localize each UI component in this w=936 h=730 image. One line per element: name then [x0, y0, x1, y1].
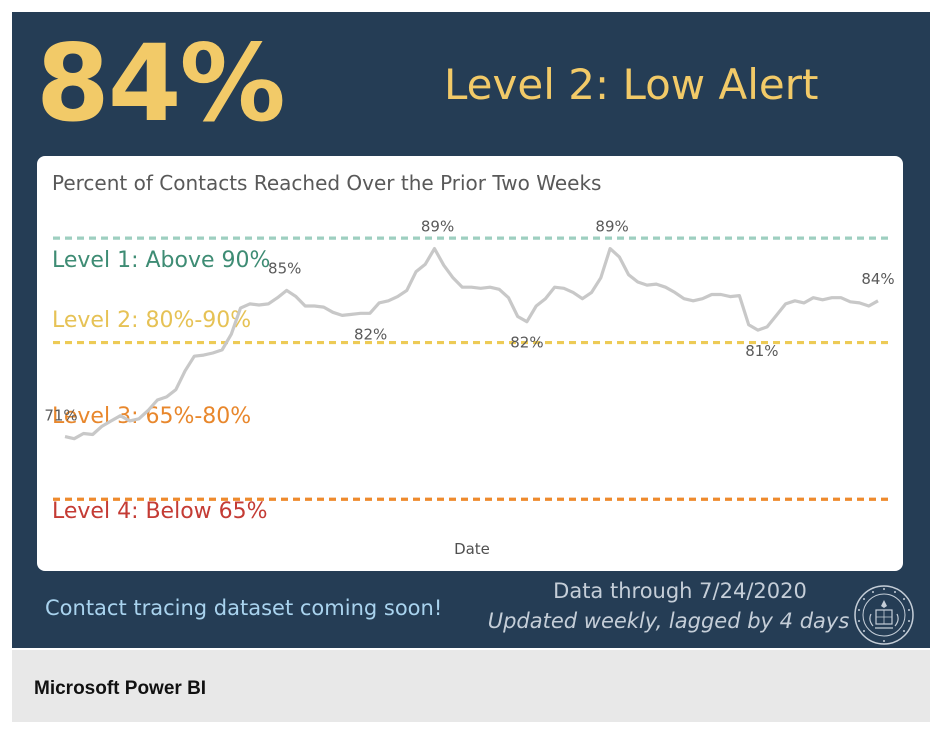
city-seal-icon — [854, 585, 914, 645]
data-label: 89% — [595, 218, 628, 236]
data-label: 85% — [268, 259, 301, 277]
contacts-line-chart: Percent of Contacts Reached Over the Pri… — [44, 171, 894, 558]
dashboard-panel: 84% Level 2: Low Alert Percent of Contac… — [12, 12, 930, 648]
data-through-date: Data through 7/24/2020 — [553, 579, 807, 603]
series-line — [64, 247, 879, 441]
data-label: 82% — [354, 325, 387, 343]
data-label: 82% — [510, 334, 543, 352]
chart-title: Percent of Contacts Reached Over the Pri… — [52, 171, 601, 195]
data-label: 89% — [421, 218, 454, 236]
powerbi-footer: Microsoft Power BI — [12, 650, 930, 722]
dataset-coming-soon: Contact tracing dataset coming soon! — [45, 596, 443, 620]
threshold-label-2: Level 2: 80%-90% — [52, 308, 251, 333]
data-label: 71% — [44, 407, 77, 425]
chart-card: Percent of Contacts Reached Over the Pri… — [37, 156, 903, 571]
x-axis-label: Date — [454, 540, 490, 558]
threshold-label-1: Level 1: Above 90% — [52, 248, 270, 273]
update-frequency-note: Updated weekly, lagged by 4 days — [487, 609, 850, 633]
threshold-label-4: Level 4: Below 65% — [52, 499, 268, 524]
powerbi-brand-link[interactable]: Microsoft Power BI — [34, 678, 207, 699]
data-label: 84% — [861, 270, 894, 288]
alert-level-label: Level 2: Low Alert — [444, 60, 819, 109]
kpi-value: 84% — [36, 22, 286, 145]
data-label: 81% — [745, 342, 778, 360]
